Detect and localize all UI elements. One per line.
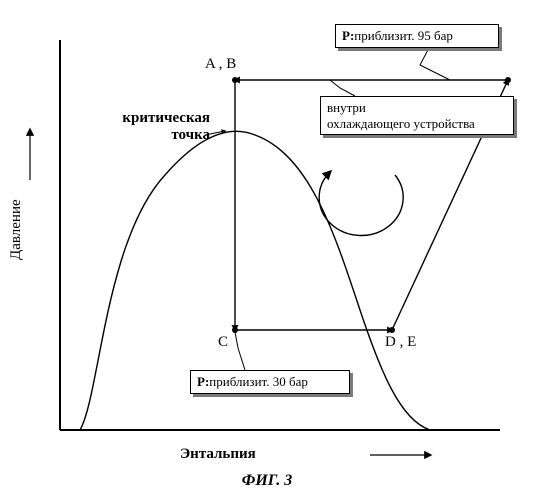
diagram-svg <box>0 0 534 500</box>
callout-bottom-prefix: P: <box>197 374 209 389</box>
callout-top-prefix: P: <box>342 28 354 43</box>
critical-line1: критическая <box>122 110 210 126</box>
callout-mid: внутри охлаждающего устройства <box>320 96 514 135</box>
callout-top-text: приблизит. 95 бар <box>354 28 453 43</box>
figure-caption: ФИГ. 3 <box>0 472 534 490</box>
callout-bottom-text: приблизит. 30 бар <box>209 374 308 389</box>
point-label-c: C <box>218 334 228 351</box>
callout-bottom: P:приблизит. 30 бар <box>190 370 350 394</box>
callout-leaders <box>205 46 450 370</box>
callout-top: P:приблизит. 95 бар <box>335 24 499 48</box>
critical-point-label: критическая точка <box>110 110 210 143</box>
x-axis-label: Энтальпия <box>180 446 256 463</box>
point-label-de: D , E <box>385 334 416 351</box>
point-label-ab: A , B <box>205 56 236 73</box>
critical-line2: точка <box>171 127 210 143</box>
callout-mid-line1: внутри <box>327 100 366 115</box>
callout-mid-line2: охлаждающего устройства <box>327 116 475 131</box>
y-axis-label: Давление <box>8 199 25 260</box>
figure-stage: Давление Энтальпия A , B C D , E критиче… <box>0 0 534 500</box>
cycle-direction-arrow <box>319 172 403 235</box>
